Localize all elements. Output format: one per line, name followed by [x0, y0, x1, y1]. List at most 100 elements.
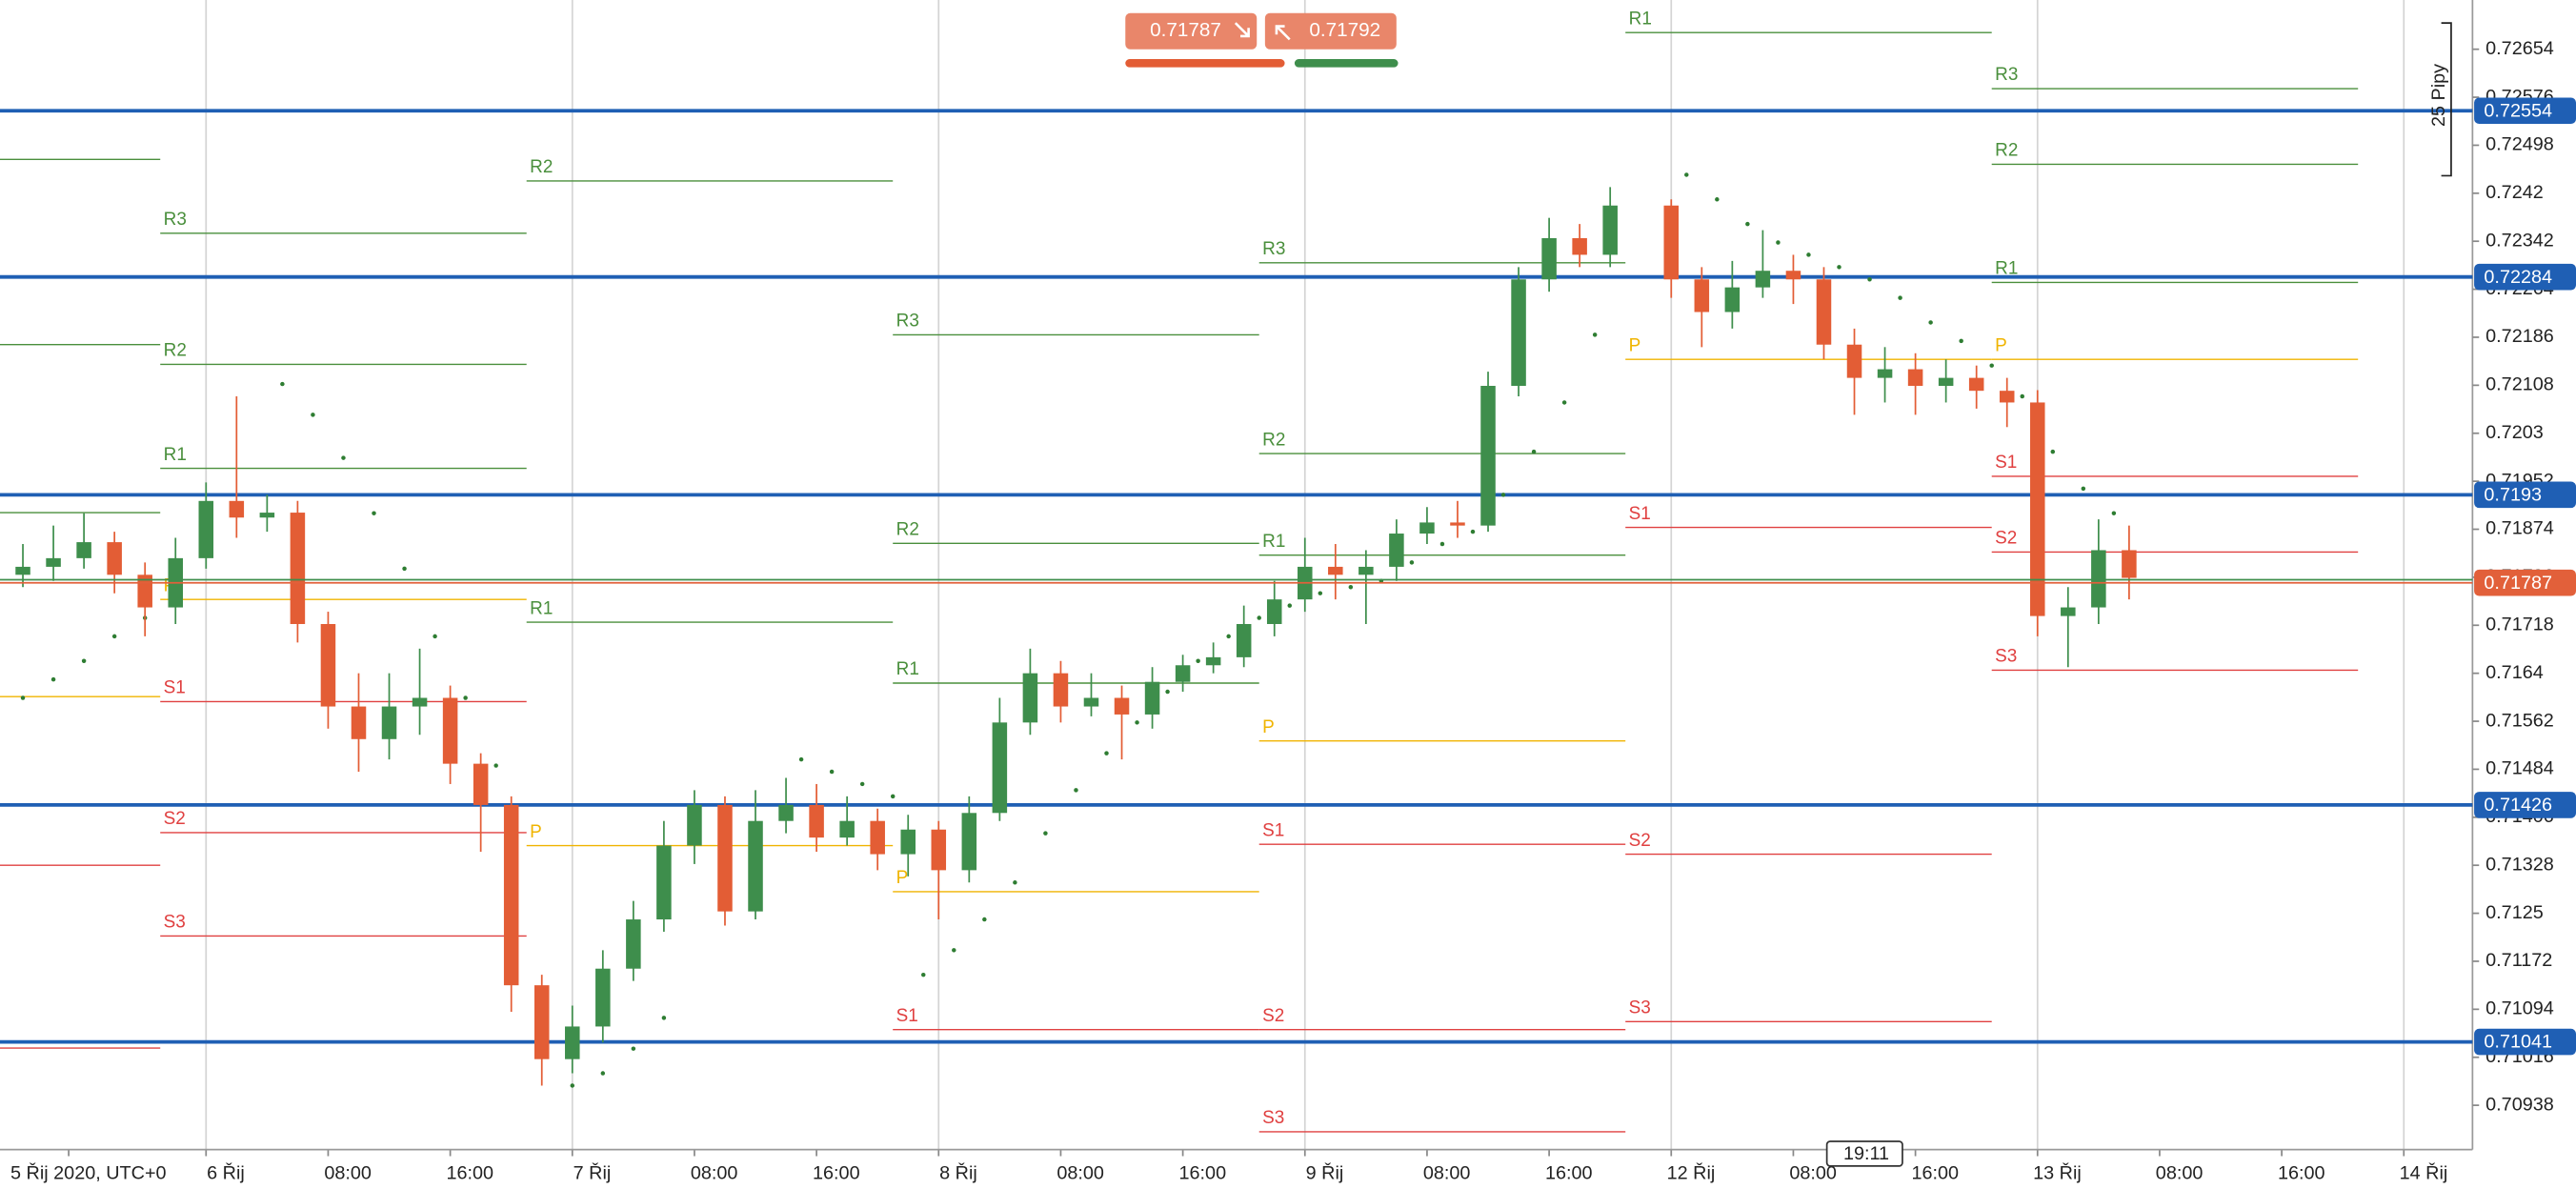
pivot-label: S2	[164, 809, 186, 829]
sar-dot	[1500, 493, 1506, 497]
pivot-label: S2	[1629, 831, 1651, 851]
y-tick-label: 0.72342	[2485, 230, 2554, 251]
sell-button[interactable]	[1125, 12, 1258, 50]
buy-price: 0.71792	[1309, 19, 1380, 41]
sar-dot	[81, 658, 87, 663]
candle-body	[1846, 344, 1862, 378]
pivot-label: R3	[1262, 239, 1285, 259]
pivot-label: R1	[164, 445, 187, 465]
buy-bar	[1294, 59, 1399, 68]
candle-body	[290, 513, 306, 624]
candle-body	[1511, 279, 1526, 387]
pivot-label: S1	[1995, 453, 2017, 473]
pivot-label: R3	[896, 312, 919, 332]
candle-body	[687, 804, 702, 846]
sar-dot	[1287, 603, 1292, 608]
price-tag-label: 0.71787	[2484, 573, 2552, 594]
sar-dot	[20, 695, 26, 700]
sar-dot	[829, 769, 835, 775]
level-tag	[2474, 1028, 2576, 1056]
candle-body	[442, 697, 458, 764]
x-tick-label: 08:00	[324, 1163, 372, 1184]
y-tick-label: 0.71484	[2485, 758, 2554, 779]
sar-dot	[952, 948, 956, 953]
buy-button[interactable]	[1264, 12, 1397, 50]
level-tag-label: 0.71041	[2484, 1032, 2552, 1053]
pivot-label: R2	[164, 341, 187, 361]
pivot-label: P	[530, 822, 542, 842]
sar-dot	[1592, 333, 1598, 337]
trade-panel[interactable]: 0.71787 0.71792	[1125, 12, 1399, 68]
sar-dot	[921, 972, 926, 977]
y-tick-label: 0.7203	[2485, 422, 2544, 443]
pivot-label: S3	[1629, 998, 1651, 1018]
pivot-label: P	[1629, 335, 1641, 355]
sar-dot	[600, 1071, 606, 1076]
pivot-label: S1	[164, 678, 186, 698]
sar-dot	[1959, 338, 1963, 344]
sar-dot	[372, 511, 376, 515]
sar-dot	[1898, 295, 1902, 300]
candle-body	[656, 845, 672, 920]
sar-dot	[1318, 591, 1323, 595]
sar-dot	[1043, 831, 1048, 836]
x-tick-label: 16:00	[1911, 1163, 1959, 1184]
sar-dot	[661, 1016, 667, 1020]
measure-bracket	[2441, 22, 2452, 177]
candle-body	[46, 557, 61, 567]
candle-body	[1236, 623, 1252, 657]
candle-body	[1755, 271, 1771, 288]
pivot-label: R2	[1995, 141, 2018, 161]
candle-body	[900, 829, 916, 855]
sar-dot	[111, 634, 117, 639]
candle-body	[381, 706, 397, 739]
x-tick-label: 16:00	[2278, 1163, 2325, 1184]
sar-dot	[1439, 541, 1445, 547]
sar-dot	[890, 794, 896, 799]
candle-body	[1328, 566, 1343, 575]
candle-body	[1877, 369, 1893, 378]
candle-body	[1663, 205, 1680, 280]
pivot-label: P	[1262, 717, 1275, 737]
sar-dot	[1745, 221, 1750, 227]
candle-body	[473, 763, 489, 805]
sar-dot	[2020, 393, 2024, 399]
x-tick-label: 14 Řij	[2400, 1162, 2448, 1184]
x-tick-label: 16:00	[1545, 1163, 1593, 1184]
sar-dot	[1257, 615, 1261, 620]
sar-dot	[1776, 240, 1781, 245]
candle-body	[503, 804, 519, 986]
candle-body	[2061, 607, 2076, 616]
y-tick-label: 0.72498	[2485, 134, 2554, 155]
level-tag	[2474, 792, 2576, 818]
sar-dot	[1989, 363, 1994, 368]
pivot-label: R1	[1995, 259, 2018, 279]
pivot-label: R1	[1262, 532, 1285, 552]
pivot-label: S2	[1262, 1006, 1284, 1026]
pivot-label: S3	[1995, 647, 2017, 667]
pivot-label: R3	[164, 210, 187, 230]
sar-dot	[1135, 720, 1139, 725]
y-tick-label: 0.71172	[2485, 950, 2552, 971]
x-tick-label: 5 Řij 2020, UTC+0	[10, 1162, 167, 1184]
sar-dot	[493, 763, 498, 768]
candle-body	[1572, 237, 1587, 255]
candle-body	[1938, 377, 1954, 387]
candle-body	[2030, 402, 2045, 616]
x-tick-label: 08:00	[1423, 1163, 1471, 1184]
sar-dot	[631, 1046, 636, 1051]
pivot-label: R1	[896, 659, 919, 679]
candle-body	[320, 623, 336, 707]
y-tick-label: 0.72654	[2485, 38, 2554, 59]
measure-label: 25 Pipy	[2428, 64, 2449, 127]
sar-dot	[50, 676, 56, 682]
candle-body	[1968, 377, 1984, 392]
candle-body	[1358, 566, 1374, 575]
candle-body	[931, 829, 947, 871]
candle-body	[1266, 599, 1282, 624]
candle-body	[2091, 550, 2106, 608]
sar-dot	[1165, 689, 1170, 695]
pivot-label: S1	[1262, 820, 1284, 840]
sar-dot	[570, 1083, 575, 1088]
